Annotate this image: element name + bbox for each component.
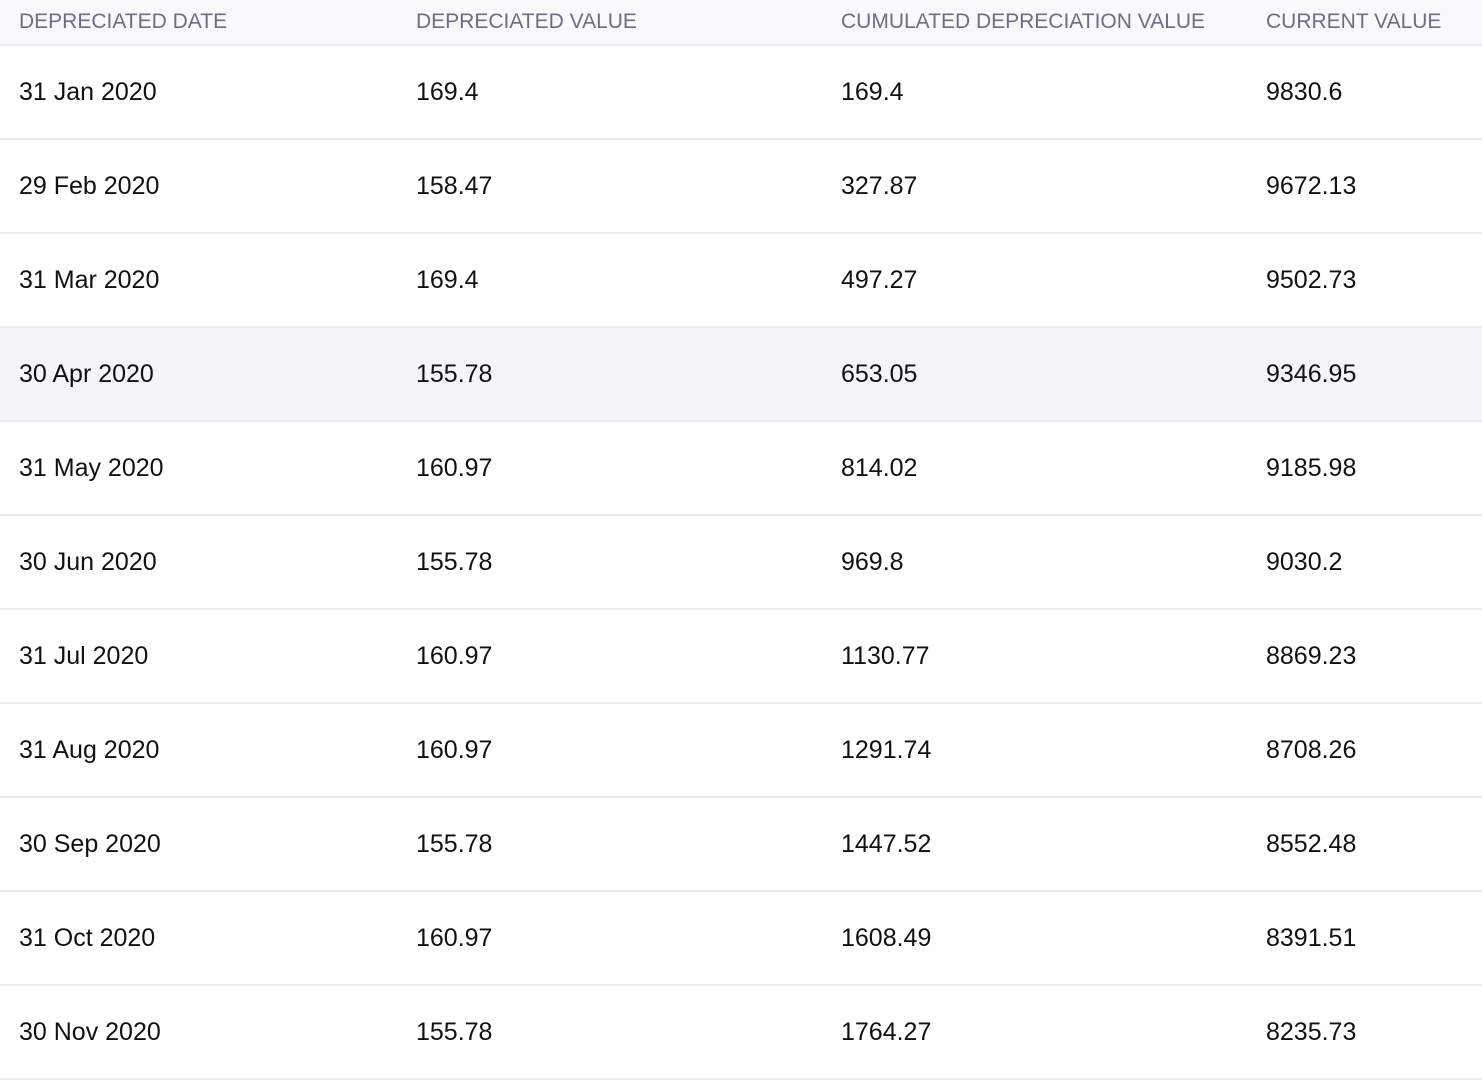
table-row[interactable]: 31 Mar 2020 169.4 497.27 9502.73 — [0, 233, 1482, 328]
cell-depreciated-date: 29 Feb 2020 — [0, 139, 397, 234]
cell-current-value: 8552.48 — [1247, 797, 1482, 892]
cell-current-value: 8391.51 — [1247, 891, 1482, 986]
cell-depreciated-value: 169.4 — [397, 233, 822, 328]
cell-depreciated-value: 155.78 — [397, 515, 822, 610]
cell-depreciated-date: 30 Nov 2020 — [0, 985, 397, 1080]
table-row[interactable]: 30 Apr 2020 155.78 653.05 9346.95 — [0, 327, 1482, 422]
cell-depreciated-date: 31 Aug 2020 — [0, 703, 397, 798]
cell-depreciated-date: 31 Oct 2020 — [0, 891, 397, 986]
cell-current-value: 9830.6 — [1247, 45, 1482, 140]
cell-depreciated-date: 30 Apr 2020 — [0, 327, 397, 422]
cell-current-value: 9185.98 — [1247, 421, 1482, 516]
header-current-value: CURRENT VALUE — [1247, 0, 1482, 46]
table-row[interactable]: 31 Oct 2020 160.97 1608.49 8391.51 — [0, 891, 1482, 986]
cell-cumulated-depreciation-value: 1608.49 — [822, 891, 1247, 986]
cell-depreciated-value: 155.78 — [397, 985, 822, 1080]
cell-depreciated-date: 30 Jun 2020 — [0, 515, 397, 610]
cell-current-value: 9346.95 — [1247, 327, 1482, 422]
cell-cumulated-depreciation-value: 1447.52 — [822, 797, 1247, 892]
cell-depreciated-value: 160.97 — [397, 703, 822, 798]
cell-depreciated-value: 158.47 — [397, 139, 822, 234]
table-row[interactable]: 30 Sep 2020 155.78 1447.52 8552.48 — [0, 797, 1482, 892]
cell-current-value: 9672.13 — [1247, 139, 1482, 234]
cell-depreciated-date: 31 May 2020 — [0, 421, 397, 516]
cell-current-value: 8235.73 — [1247, 985, 1482, 1080]
cell-depreciated-value: 160.97 — [397, 421, 822, 516]
cell-cumulated-depreciation-value: 969.8 — [822, 515, 1247, 610]
cell-cumulated-depreciation-value: 1291.74 — [822, 703, 1247, 798]
table-row[interactable]: 31 Jan 2020 169.4 169.4 9830.6 — [0, 45, 1482, 140]
cell-depreciated-value: 155.78 — [397, 327, 822, 422]
cell-current-value: 8869.23 — [1247, 609, 1482, 704]
cell-depreciated-value: 155.78 — [397, 797, 822, 892]
header-depreciated-date: DEPRECIATED DATE — [0, 0, 397, 46]
header-depreciated-value: DEPRECIATED VALUE — [397, 0, 822, 46]
table-row[interactable]: 31 Aug 2020 160.97 1291.74 8708.26 — [0, 703, 1482, 798]
cell-cumulated-depreciation-value: 1764.27 — [822, 985, 1247, 1080]
table-row[interactable]: 30 Jun 2020 155.78 969.8 9030.2 — [0, 515, 1482, 610]
cell-current-value: 8708.26 — [1247, 703, 1482, 798]
cell-depreciated-date: 31 Mar 2020 — [0, 233, 397, 328]
cell-cumulated-depreciation-value: 814.02 — [822, 421, 1247, 516]
table-header-row: DEPRECIATED DATE DEPRECIATED VALUE CUMUL… — [0, 0, 1482, 46]
cell-cumulated-depreciation-value: 1130.77 — [822, 609, 1247, 704]
table-row[interactable]: 31 May 2020 160.97 814.02 9185.98 — [0, 421, 1482, 516]
cell-cumulated-depreciation-value: 497.27 — [822, 233, 1247, 328]
cell-depreciated-value: 169.4 — [397, 45, 822, 140]
table-row[interactable]: 29 Feb 2020 158.47 327.87 9672.13 — [0, 139, 1482, 234]
table-row[interactable]: 31 Jul 2020 160.97 1130.77 8869.23 — [0, 609, 1482, 704]
table-row[interactable]: 30 Nov 2020 155.78 1764.27 8235.73 — [0, 985, 1482, 1080]
cell-depreciated-value: 160.97 — [397, 609, 822, 704]
cell-depreciated-date: 31 Jan 2020 — [0, 45, 397, 140]
cell-current-value: 9030.2 — [1247, 515, 1482, 610]
cell-depreciated-value: 160.97 — [397, 891, 822, 986]
cell-cumulated-depreciation-value: 653.05 — [822, 327, 1247, 422]
header-cumulated-depreciation-value: CUMULATED DEPRECIATION VALUE — [822, 0, 1247, 46]
cell-cumulated-depreciation-value: 327.87 — [822, 139, 1247, 234]
cell-cumulated-depreciation-value: 169.4 — [822, 45, 1247, 140]
cell-depreciated-date: 30 Sep 2020 — [0, 797, 397, 892]
cell-current-value: 9502.73 — [1247, 233, 1482, 328]
cell-depreciated-date: 31 Jul 2020 — [0, 609, 397, 704]
